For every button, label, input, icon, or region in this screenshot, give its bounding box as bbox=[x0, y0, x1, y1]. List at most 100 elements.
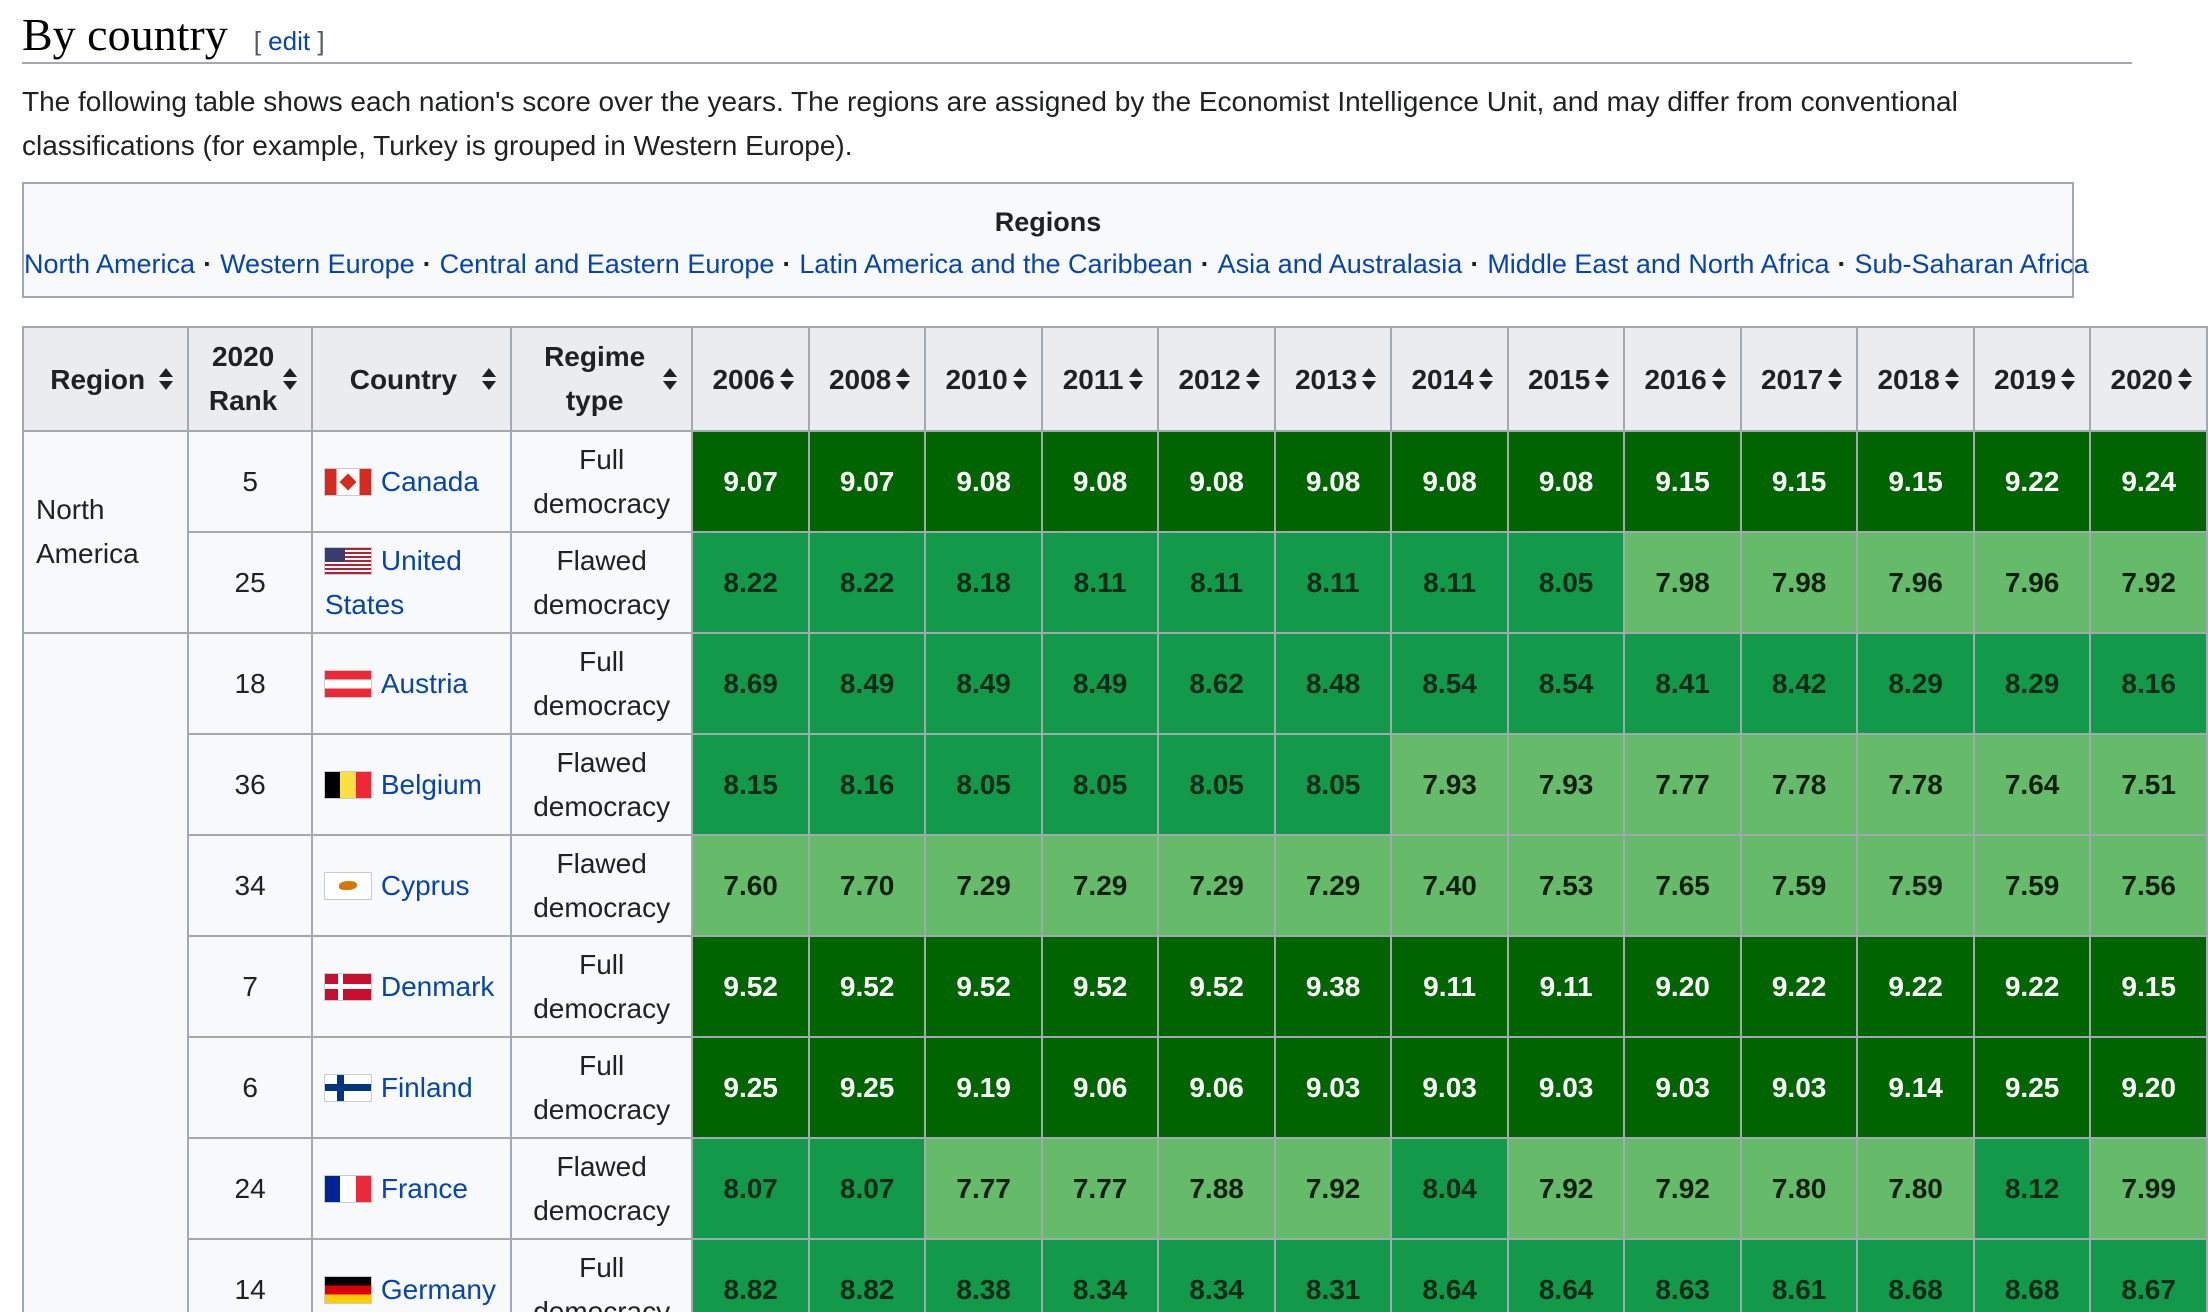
sort-icon[interactable] bbox=[2178, 368, 2192, 390]
table-header-row: Region 2020 Rank Country Regime bbox=[22, 326, 2208, 432]
navbox-link-middle-east-and-north-africa[interactable]: Middle East and North Africa bbox=[1487, 249, 1830, 279]
header-year-2018[interactable]: 2018 bbox=[1856, 326, 1975, 432]
rank-cell: 34 bbox=[187, 834, 313, 937]
header-year-2016[interactable]: 2016 bbox=[1623, 326, 1742, 432]
score-cell: 9.11 bbox=[1506, 935, 1626, 1038]
header-year-2008[interactable]: 2008 bbox=[807, 326, 927, 432]
regime-label: democracy bbox=[533, 588, 671, 620]
score-cell: 9.08 bbox=[924, 430, 1043, 533]
country-cell: France bbox=[310, 1137, 512, 1240]
navbox-link-sub-saharan-africa[interactable]: Sub-Saharan Africa bbox=[1854, 249, 2089, 279]
score-cell: 9.15 bbox=[1739, 430, 1859, 533]
score-cell: 9.22 bbox=[1856, 935, 1975, 1038]
country-link[interactable]: States bbox=[324, 588, 405, 620]
section-title: By country bbox=[22, 9, 228, 60]
table-row: 34 Cyprus Flawed democracy 7.60 7.70 7.29 7.29 7… bbox=[23, 834, 2208, 937]
sort-icon[interactable] bbox=[1245, 368, 1260, 390]
country-link[interactable]: United bbox=[380, 544, 462, 576]
region-label[interactable]: North bbox=[36, 494, 105, 525]
header-year-2020[interactable]: 2020 bbox=[2089, 326, 2208, 432]
header-year-2014[interactable]: 2014 bbox=[1390, 326, 1509, 432]
sort-icon[interactable] bbox=[896, 368, 911, 390]
header-rank[interactable]: 2020 Rank bbox=[187, 326, 313, 432]
country-cell: Germany bbox=[310, 1238, 512, 1312]
regime-cell: Flawed democracy bbox=[509, 1137, 694, 1240]
edit-link[interactable]: edit bbox=[268, 26, 311, 56]
score-cell: 9.08 bbox=[1040, 430, 1160, 533]
score-cell: 7.53 bbox=[1506, 834, 1626, 937]
sort-icon[interactable] bbox=[1362, 368, 1377, 390]
navbox-link-latin-america-and-the-caribbean[interactable]: Latin America and the Caribbean bbox=[799, 249, 1193, 279]
score-cell: 8.11 bbox=[1390, 531, 1509, 634]
score-cell: 9.52 bbox=[691, 935, 810, 1038]
score-cell: 8.54 bbox=[1506, 632, 1626, 735]
header-year-2011[interactable]: 2011 bbox=[1040, 326, 1160, 432]
navbox-link-north-america[interactable]: North America bbox=[24, 249, 196, 279]
scores-table: Region 2020 Rank Country Regime bbox=[22, 326, 2208, 1312]
sort-icon[interactable] bbox=[1012, 368, 1027, 390]
sort-icon[interactable] bbox=[1828, 368, 1843, 390]
score-cell: 7.70 bbox=[807, 834, 927, 937]
navbox-link-asia-and-australasia[interactable]: Asia and Australasia bbox=[1217, 249, 1463, 279]
sort-icon[interactable] bbox=[1711, 368, 1726, 390]
header-year-2012[interactable]: 2012 bbox=[1157, 326, 1276, 432]
regime-label: Full bbox=[579, 645, 625, 677]
score-cell: 9.08 bbox=[1390, 430, 1509, 533]
regime-label: democracy bbox=[533, 1295, 671, 1312]
header-regime-type[interactable]: Regime type bbox=[509, 326, 694, 432]
sort-icon[interactable] bbox=[159, 368, 174, 390]
score-cell: 8.05 bbox=[1040, 733, 1160, 836]
score-cell: 8.64 bbox=[1506, 1238, 1626, 1312]
header-year-2013[interactable]: 2013 bbox=[1273, 326, 1393, 432]
score-cell: 9.03 bbox=[1390, 1036, 1509, 1139]
header-region[interactable]: Region bbox=[22, 326, 190, 432]
regime-cell: Full democracy bbox=[509, 1238, 694, 1312]
header-country[interactable]: Country bbox=[310, 326, 512, 432]
header-year-2019[interactable]: 2019 bbox=[1972, 326, 2092, 432]
score-cell: 8.63 bbox=[1623, 1238, 1742, 1312]
score-cell: 8.29 bbox=[1856, 632, 1975, 735]
country-link[interactable]: Denmark bbox=[380, 970, 495, 1002]
sort-icon[interactable] bbox=[1478, 368, 1493, 390]
sort-icon[interactable] bbox=[663, 368, 678, 390]
navbox-link-western-europe[interactable]: Western Europe bbox=[220, 249, 415, 279]
country-link[interactable]: Belgium bbox=[380, 768, 483, 800]
score-cell: 7.56 bbox=[2089, 834, 2208, 937]
table-row: 24 France Flawed democracy 8.07 8.07 7.77 7.77 7… bbox=[23, 1137, 2208, 1240]
denmark-flag-icon bbox=[324, 973, 371, 1000]
region-label[interactable]: America bbox=[36, 538, 139, 569]
sort-icon[interactable] bbox=[779, 368, 794, 390]
header-year-2006[interactable]: 2006 bbox=[691, 326, 810, 432]
edit-section: [ edit ] bbox=[253, 26, 325, 56]
country-link[interactable]: Cyprus bbox=[380, 869, 470, 901]
score-cell: 8.49 bbox=[1040, 632, 1160, 735]
section-heading: By country [ edit ] bbox=[22, 6, 2132, 64]
sort-icon[interactable] bbox=[2061, 368, 2076, 390]
sort-icon[interactable] bbox=[1129, 368, 1144, 390]
header-year-2010[interactable]: 2010 bbox=[924, 326, 1043, 432]
navbox-title: Regions bbox=[994, 207, 1102, 237]
country-link[interactable]: Canada bbox=[380, 465, 479, 497]
cyprus-flag-icon bbox=[324, 872, 371, 899]
table-row: 7 Denmark Full democracy 9.52 9.52 9.52 9.52 9.5… bbox=[23, 935, 2208, 1038]
sort-icon[interactable] bbox=[1595, 368, 1610, 390]
score-cell: 7.92 bbox=[1273, 1137, 1393, 1240]
country-link[interactable]: Austria bbox=[380, 667, 468, 699]
country-link[interactable]: France bbox=[380, 1172, 468, 1204]
score-cell: 7.93 bbox=[1506, 733, 1626, 836]
navbox-link-central-and-eastern-europe[interactable]: Central and Eastern Europe bbox=[439, 249, 775, 279]
country-link[interactable]: Germany bbox=[380, 1273, 496, 1305]
sort-icon[interactable] bbox=[282, 368, 297, 390]
sort-icon[interactable] bbox=[481, 368, 496, 390]
canada-flag-icon bbox=[324, 468, 371, 495]
score-cell: 9.03 bbox=[1506, 1036, 1626, 1139]
rank-cell: 24 bbox=[187, 1137, 313, 1240]
score-cell: 8.61 bbox=[1739, 1238, 1859, 1312]
score-cell: 8.69 bbox=[691, 632, 810, 735]
header-year-2017[interactable]: 2017 bbox=[1739, 326, 1859, 432]
country-link[interactable]: Finland bbox=[380, 1071, 473, 1103]
header-year-2015[interactable]: 2015 bbox=[1506, 326, 1626, 432]
sort-icon[interactable] bbox=[1944, 368, 1959, 390]
regime-label: Full bbox=[579, 1049, 625, 1081]
score-cell: 9.52 bbox=[1157, 935, 1276, 1038]
